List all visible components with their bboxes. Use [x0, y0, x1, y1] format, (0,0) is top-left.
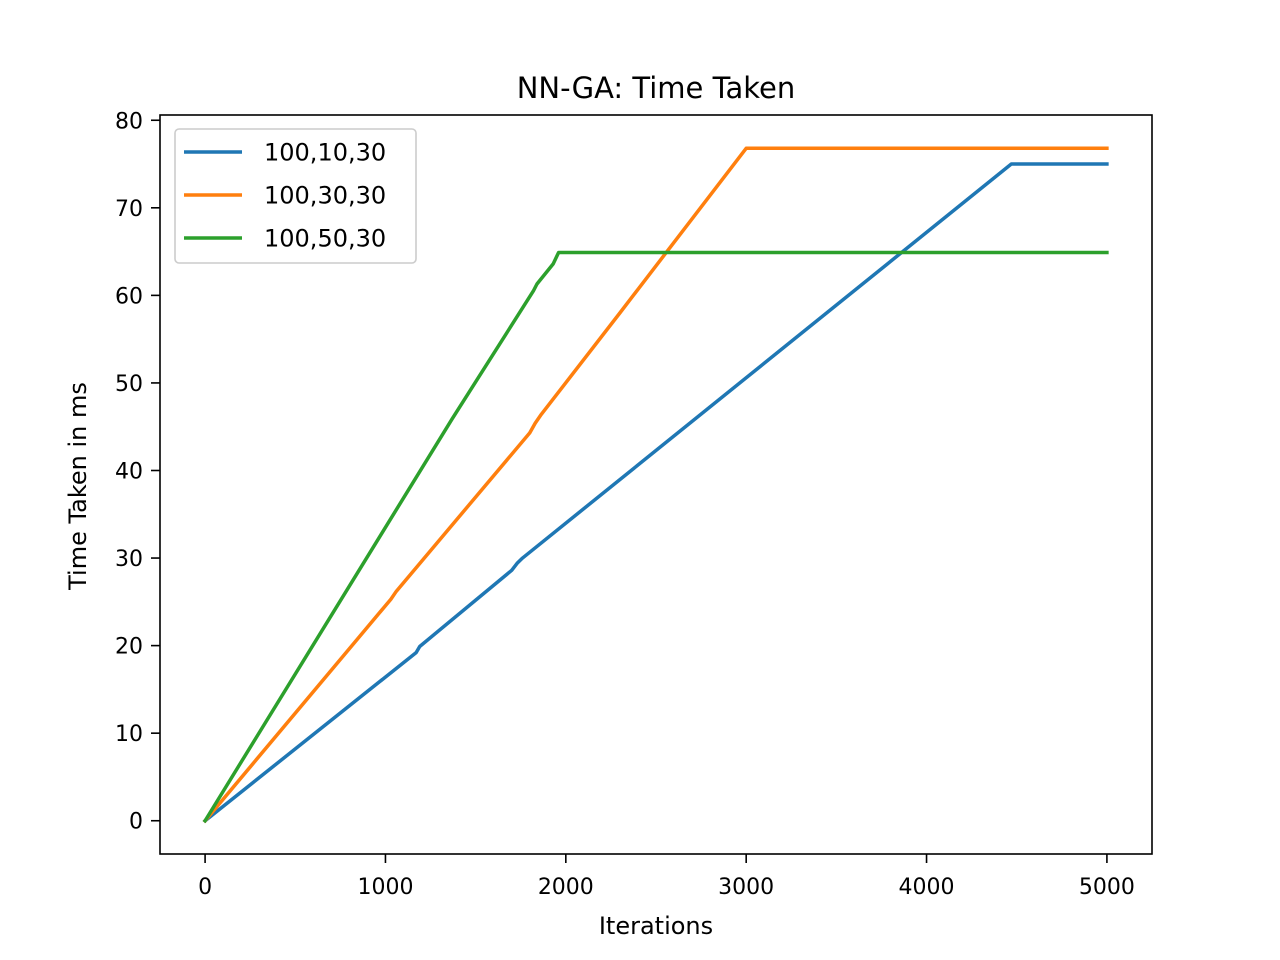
y-tick-label: 20 [115, 635, 143, 660]
legend-label: 100,30,30 [264, 182, 386, 210]
x-tick-label: 0 [198, 875, 212, 900]
axes-layer: 0 1000 2000 3000 4000 5000 0 10 20 30 40 50 60 70 80 [115, 109, 1153, 900]
x-tick-label: 3000 [718, 875, 774, 900]
y-tick-label: 70 [115, 197, 143, 222]
series-line-2 [202, 250, 1109, 824]
series-layer [202, 146, 1109, 824]
legend-label: 100,10,30 [264, 139, 386, 167]
y-tick-label: 60 [115, 284, 143, 309]
axes-frame [159, 114, 1153, 855]
legend: 100,10,30 100,30,30 100,50,30 [174, 128, 417, 264]
legend-box [174, 128, 417, 264]
legend-label: 100,50,30 [264, 225, 386, 253]
y-axis-label: Time Taken in ms [64, 382, 92, 591]
x-tick-label: 4000 [899, 875, 955, 900]
x-axis-label: Iterations [599, 912, 713, 940]
x-tick-label: 1000 [357, 875, 413, 900]
y-tick-label: 30 [115, 547, 143, 572]
x-tick-label: 2000 [538, 875, 594, 900]
y-tick-label: 80 [115, 109, 143, 134]
chart-title: NN-GA: Time Taken [517, 71, 796, 105]
y-tick-label: 40 [115, 459, 143, 484]
series-line-0 [202, 162, 1109, 824]
y-tick-label: 0 [129, 810, 143, 835]
series-line-1 [202, 146, 1109, 824]
x-tick-label: 5000 [1079, 875, 1135, 900]
y-tick-label: 50 [115, 372, 143, 397]
y-tick-label: 10 [115, 722, 143, 747]
